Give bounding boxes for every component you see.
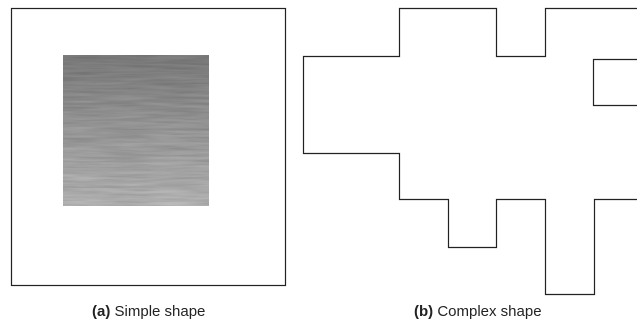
panel-simple-shape: (a) Simple shape bbox=[0, 0, 300, 331]
caption-a: (a) Simple shape bbox=[92, 303, 205, 320]
textured-inner-square bbox=[63, 55, 209, 206]
complex-shape-figure bbox=[302, 7, 637, 296]
caption-a-tag: (a) bbox=[92, 303, 111, 320]
panel-complex-shape: (b) Complex shape bbox=[300, 0, 637, 331]
caption-b-text: Complex shape bbox=[437, 303, 542, 320]
complex-polygon-notch bbox=[592, 58, 637, 107]
caption-b: (b) Complex shape bbox=[414, 303, 542, 320]
complex-polygon-outline bbox=[302, 7, 637, 296]
caption-a-text: Simple shape bbox=[114, 303, 206, 320]
simple-shape-figure bbox=[10, 7, 287, 287]
caption-b-tag: (b) bbox=[414, 303, 434, 320]
